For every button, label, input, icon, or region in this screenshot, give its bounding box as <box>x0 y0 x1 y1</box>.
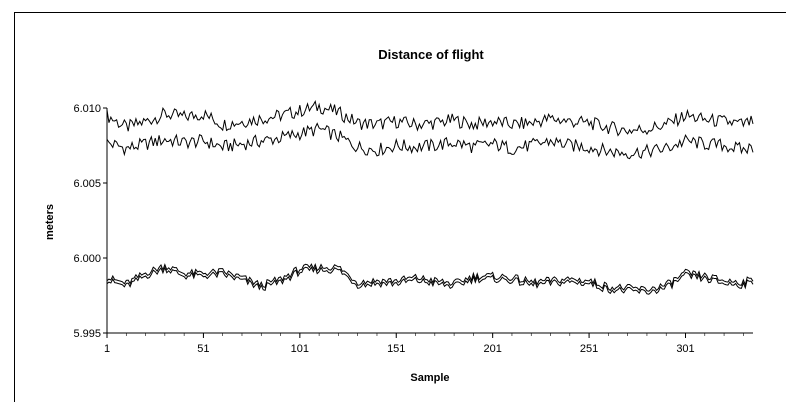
series-line-1 <box>106 99 754 137</box>
series-line-4 <box>106 265 754 295</box>
x-tick-label: 251 <box>580 343 598 355</box>
y-tick-label: 6.010 <box>73 103 101 115</box>
series-line-2 <box>106 122 754 160</box>
y-tick-label: 6.005 <box>73 178 101 190</box>
x-tick-label: 51 <box>197 343 209 355</box>
x-tick-label: 101 <box>291 343 309 355</box>
chart-title: Distance of flight <box>378 47 484 62</box>
y-axis-label: meters <box>44 204 56 240</box>
series-line-3 <box>106 262 754 292</box>
chart-frame <box>14 12 786 402</box>
x-tick-label: 301 <box>676 343 694 355</box>
x-tick-label: 151 <box>387 343 405 355</box>
x-tick-label: 1 <box>104 343 110 355</box>
y-tick-label: 6.000 <box>73 253 101 265</box>
x-tick-label: 201 <box>483 343 501 355</box>
y-tick-label: 5.995 <box>73 328 101 340</box>
series-layer <box>106 99 754 295</box>
x-axis-label: Sample <box>410 372 449 384</box>
